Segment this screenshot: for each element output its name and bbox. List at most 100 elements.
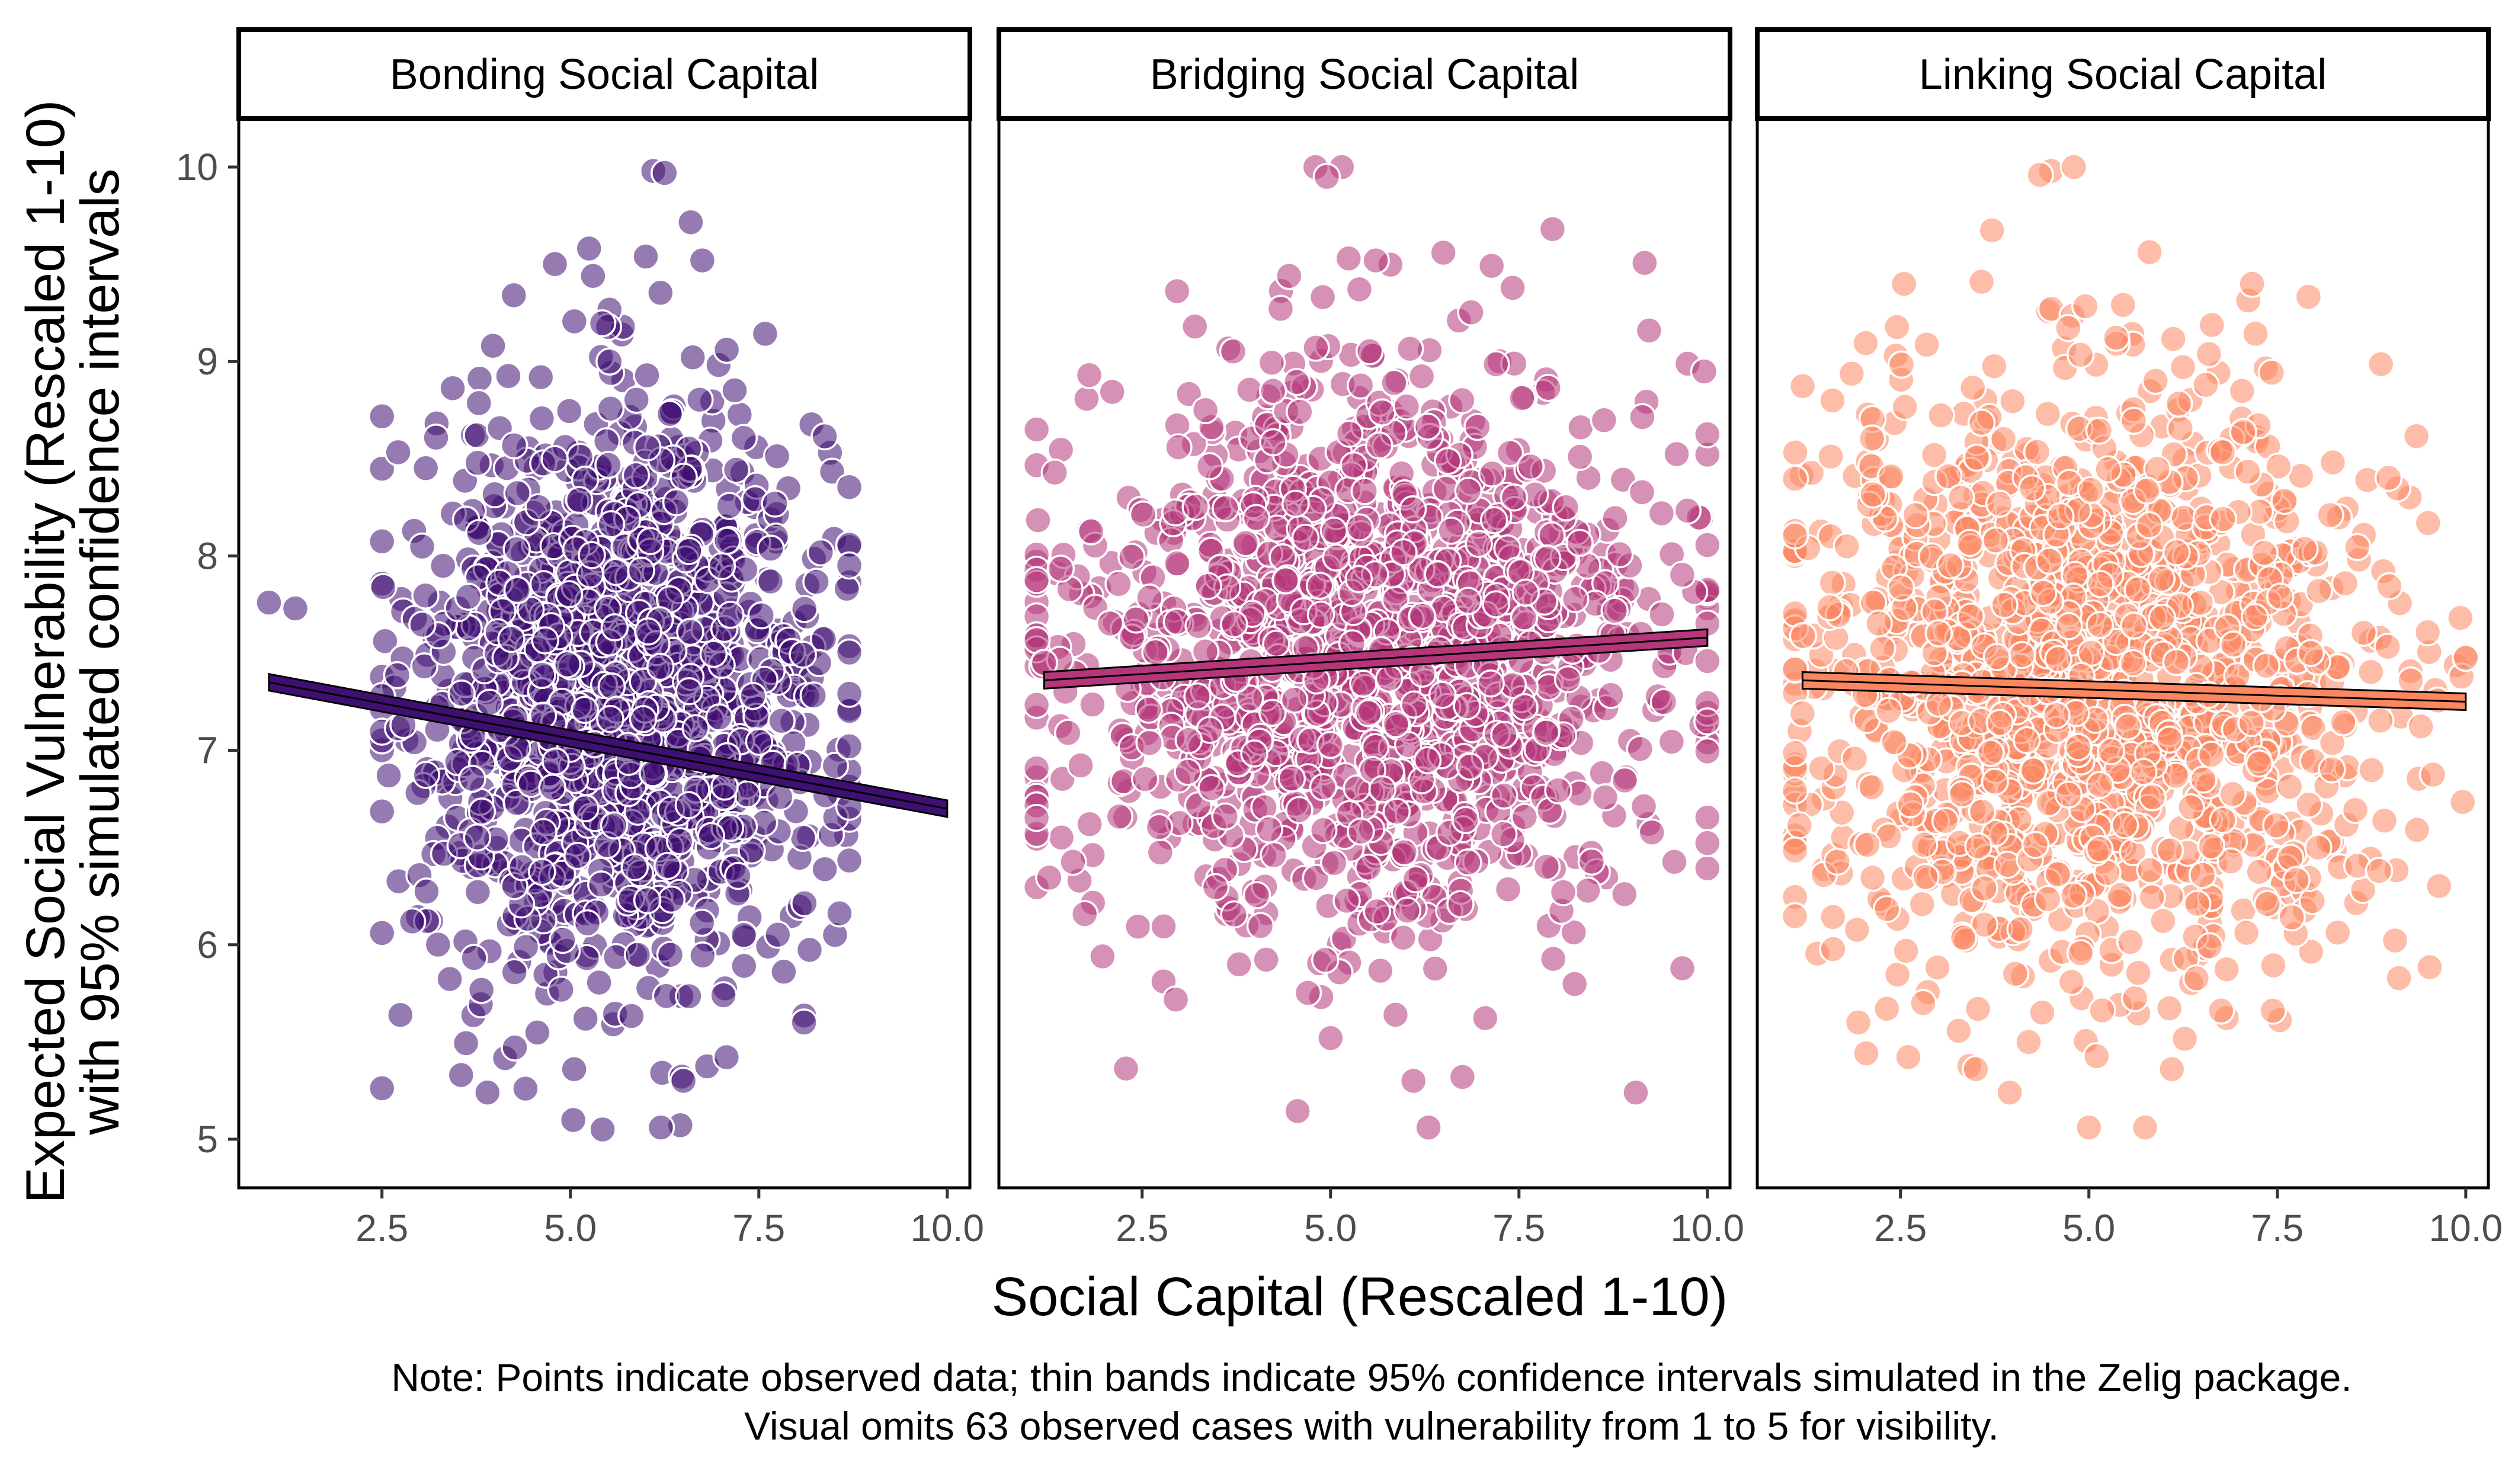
data-point [1837,360,1866,388]
data-point [646,278,675,307]
data-point [1818,568,1846,597]
data-point [1382,797,1411,826]
data-point [2228,377,2257,405]
data-point [1145,813,1174,842]
data-point [633,886,662,915]
data-point [451,1029,480,1057]
data-point [724,861,752,890]
data-point [1424,560,1452,589]
data-point [475,688,504,717]
data-point [1400,690,1428,719]
data-point [560,307,589,336]
x-tick-label: 2.5 [355,1207,408,1249]
data-point [460,944,488,972]
data-point [2258,996,2287,1025]
data-point [2212,955,2241,983]
data-point [367,527,396,556]
data-point [1131,765,1159,793]
data-point [835,732,864,761]
data-point [1354,698,1383,727]
data-point [2155,994,2184,1023]
data-point [1282,489,1310,518]
data-point [1560,970,1589,998]
data-point [1934,462,1963,491]
y-axis-title-line-1: Expected Social Vulnerability (Rescaled … [15,100,76,1203]
data-point [1434,447,1462,475]
data-point [2183,889,2212,918]
data-point [634,617,662,646]
data-point [1309,773,1338,802]
data-point [594,451,623,479]
data-point [408,532,437,561]
data-point [529,818,558,847]
data-point [657,885,686,914]
data-point [2373,633,2402,661]
data-point [2026,161,2054,189]
data-point [2066,341,2095,369]
data-point [499,431,528,460]
data-point [2207,996,2235,1025]
data-point [2349,618,2378,647]
data-point [1454,476,1483,505]
data-point [674,791,703,819]
data-point [2106,880,2134,909]
data-point [1396,335,1424,363]
data-point [2424,871,2453,900]
data-point [729,921,758,950]
data-point [1368,775,1397,804]
data-point [764,921,792,949]
data-point [1262,629,1290,658]
data-point [2270,486,2299,515]
data-point [1638,818,1666,847]
data-point [835,846,864,875]
data-point [1320,849,1348,877]
data-point [1259,428,1287,457]
data-point [2357,756,2386,784]
data-point [810,855,839,883]
data-point [2208,438,2237,467]
data-point [1912,331,1941,359]
data-point [579,262,607,290]
data-point [588,309,617,338]
data-point [1066,751,1095,780]
data-point [422,424,450,452]
data-point [623,940,652,969]
data-point [1104,570,1133,598]
data-point [1673,496,1702,525]
data-point [1316,1024,1345,1053]
data-point [1949,924,1978,952]
data-point [465,364,494,393]
data-point [2055,612,2083,640]
data-point [528,857,556,886]
data-point [2357,658,2385,687]
x-tick-label: 5.0 [1304,1207,1357,1249]
data-point [2305,576,2333,605]
data-point [2043,860,2072,889]
data-point [473,1078,502,1107]
data-point [699,640,728,668]
data-point [2088,996,2116,1025]
data-point [697,822,725,850]
data-point [2341,796,2370,824]
data-point [1258,377,1287,405]
data-point [1117,543,1146,571]
data-point [2402,422,2431,450]
data-point [1648,600,1676,629]
data-point [1968,797,1997,826]
data-point [1823,847,1852,876]
data-point [1532,718,1561,747]
data-point [2375,572,2404,601]
data-point [1970,874,1998,903]
data-point [1817,442,1845,471]
data-point [1319,517,1348,545]
data-point [2023,438,2052,466]
data-point [2046,502,2075,531]
data-point [2166,414,2195,443]
data-point [1471,1004,1500,1033]
data-point [2259,951,2288,980]
data-point [1345,513,1374,542]
data-point [1967,408,1996,437]
data-point [2370,806,2399,835]
